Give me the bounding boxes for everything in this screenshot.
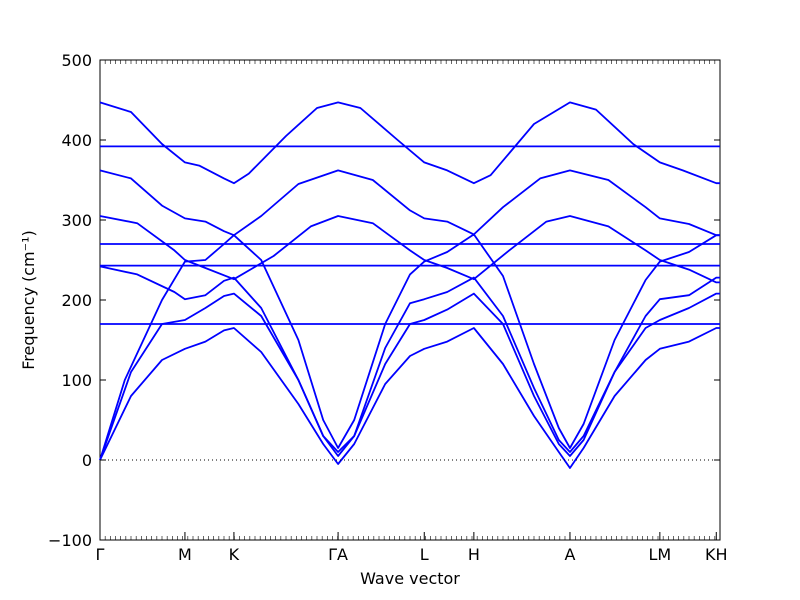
x-axis-title: Wave vector — [360, 569, 460, 588]
y-tick-label-500: 500 — [61, 51, 92, 70]
band-line-3 — [99, 169, 720, 237]
x-tick-label-1: Γ — [96, 545, 105, 564]
x-tick-label-5: L — [420, 545, 429, 564]
series-layer — [99, 101, 720, 469]
plot-area — [99, 59, 721, 541]
band-line-1 — [99, 101, 720, 185]
x-tick-label-4: ΓA — [328, 545, 348, 564]
y-tick-label-200: 200 — [61, 291, 92, 310]
band-line-9 — [99, 233, 720, 461]
band-line-7 — [99, 265, 720, 453]
x-tick-label-8: LM — [649, 545, 672, 564]
x-tick-label-2: M — [178, 545, 192, 564]
x-tick-label-6: H — [468, 545, 480, 564]
y-tick-label--100: −100 — [48, 531, 92, 550]
band-line-10 — [99, 292, 720, 461]
y-tick-label-0: 0 — [82, 451, 92, 470]
y-tick-label-300: 300 — [61, 211, 92, 230]
x-tick-label-9: KH — [705, 545, 728, 564]
y-tick-label-400: 400 — [61, 131, 92, 150]
y-axis-title: Frequency (cm⁻¹) — [19, 230, 38, 369]
tick-layer: −100 0 100 200 300 400 500 Γ M K ΓA L H A LM KH — [48, 51, 727, 564]
band-line-11 — [99, 327, 720, 469]
x-tick-label-3: K — [229, 545, 240, 564]
x-tick-label-7: A — [564, 545, 575, 564]
y-tick-label-100: 100 — [61, 371, 92, 390]
